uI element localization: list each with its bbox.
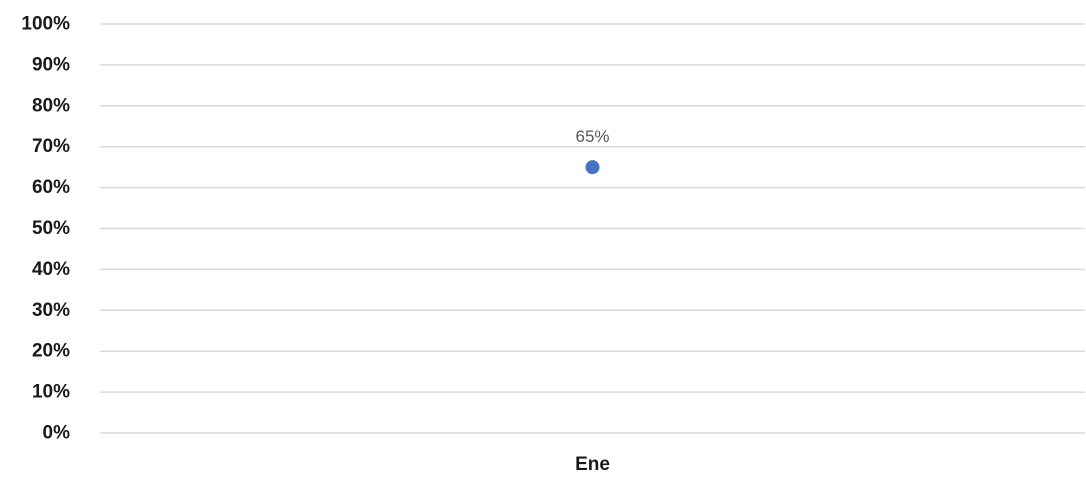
data-point-marker — [585, 160, 600, 175]
y-tick-label: 40% — [32, 259, 70, 280]
y-tick-label: 90% — [32, 54, 70, 75]
y-tick-label: 100% — [21, 14, 70, 35]
y-tick-label: 70% — [32, 136, 70, 157]
x-axis-tick-labels: Ene — [575, 454, 610, 475]
y-tick-label: 20% — [32, 341, 70, 362]
y-tick-label: 80% — [32, 95, 70, 116]
y-tick-label: 30% — [32, 300, 70, 321]
y-tick-label: 60% — [32, 177, 70, 198]
y-axis-tick-labels: 0% 10% 20% 30% 40% 50% 60% 70% 80% 90% 100% — [21, 14, 70, 444]
data-point-label: 65% — [575, 127, 609, 146]
gridlines — [100, 23, 1085, 434]
series-markers — [585, 160, 600, 175]
y-tick-label: 50% — [32, 218, 70, 239]
x-tick-label: Ene — [575, 454, 610, 475]
y-tick-label: 10% — [32, 382, 70, 403]
data-labels: 65% — [575, 127, 609, 146]
y-tick-label: 0% — [43, 423, 71, 444]
